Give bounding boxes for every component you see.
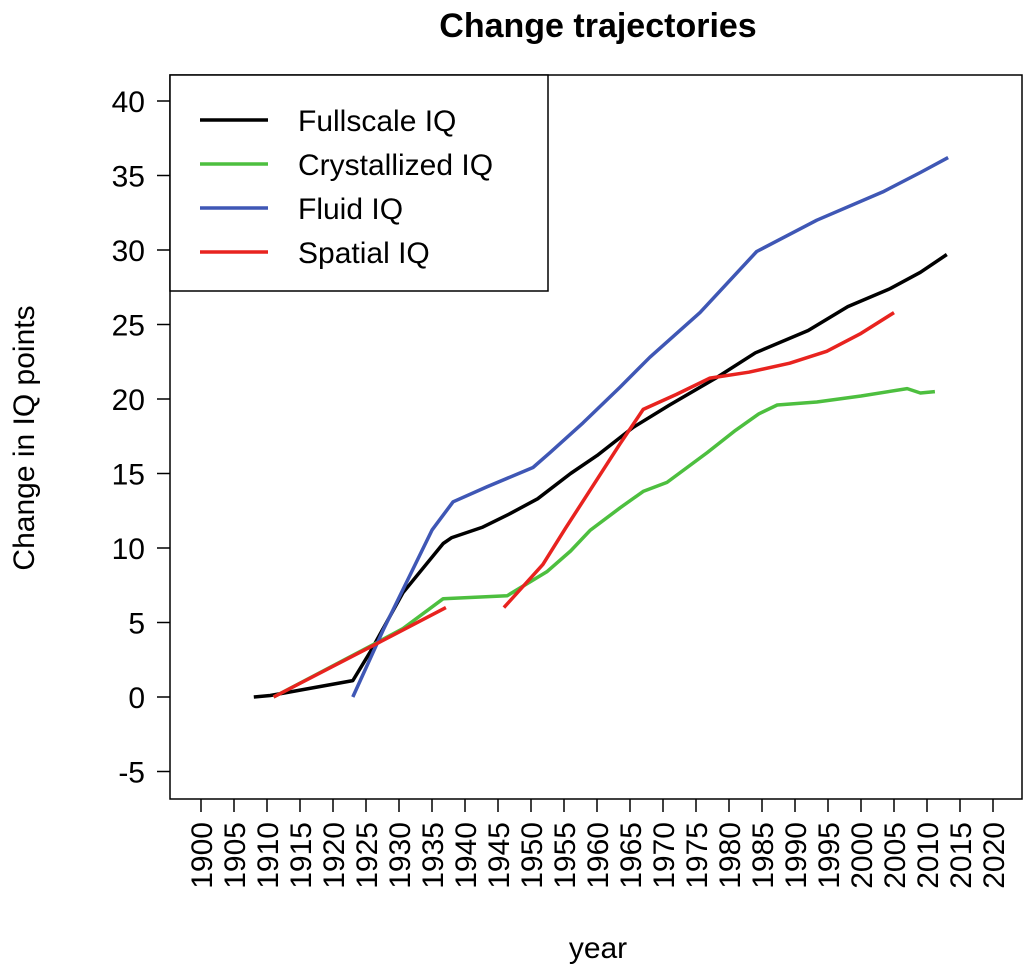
series-line-spatial-iq [502,311,895,609]
series-line-crystallized-iq [272,386,936,699]
x-tick-label: 1965 [615,822,648,889]
x-tick-label: 1980 [714,822,747,889]
y-tick-label: 10 [112,533,145,566]
legend: Fullscale IQ Crystallized IQ Fluid IQ Spati… [169,74,549,292]
series-line-spatial-iq [272,606,447,699]
y-tick-label: 25 [112,310,145,343]
y-tick-label: 5 [128,608,145,641]
plot-frame [169,74,1023,800]
series-line-fluid-iq [351,156,949,698]
y-tick-label: 40 [112,86,145,119]
x-tick-label: 2010 [912,822,945,889]
x-tick-label: 2005 [879,822,912,889]
x-tick-label: 1975 [681,822,714,889]
y-tick-label: -5 [118,757,145,790]
legend-box [169,74,549,292]
x-tick-label: 1935 [417,822,450,889]
x-tick-label: 1905 [219,822,252,889]
x-axis-label: year [569,932,627,965]
x-tick-label: 1990 [780,822,813,889]
chart-title: Change trajectories [439,7,756,45]
x-tick-label: 1950 [516,822,549,889]
y-tick-label: 15 [112,459,145,492]
y-tick-label: 0 [128,682,145,715]
x-tick-label: 2020 [978,822,1011,889]
y-tick-label: 35 [112,161,145,194]
x-tick-label: 1930 [384,822,417,889]
x-tick-label: 1925 [351,822,384,889]
x-tick-label: 2000 [846,822,879,889]
x-tick-label: 1960 [582,822,615,889]
x-tick-label: 1955 [549,822,582,889]
x-tick-label: 1945 [483,822,516,889]
legend-label: Fullscale IQ [298,105,456,138]
y-tick-label: 30 [112,235,145,268]
x-tick-label: 1900 [186,822,219,889]
y-axis-label: Change in IQ points [8,305,41,570]
x-tick-label: 1985 [747,822,780,889]
x-tick-label: 1970 [648,822,681,889]
x-tick-label: 1920 [318,822,351,889]
x-tick-label: 1995 [813,822,846,889]
x-tick-label: 1915 [285,822,318,889]
x-tick-label: 1940 [450,822,483,889]
legend-label: Crystallized IQ [298,149,493,182]
legend-label: Spatial IQ [298,237,430,270]
y-tick-label: 20 [112,384,145,417]
x-tick-label: 2015 [945,822,978,889]
x-tick-label: 1910 [252,822,285,889]
legend-label: Fluid IQ [298,193,403,226]
